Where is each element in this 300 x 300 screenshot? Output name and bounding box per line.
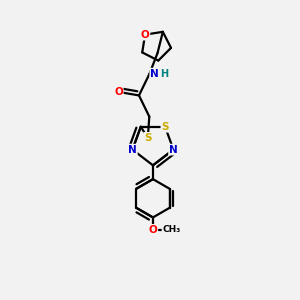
Text: N: N xyxy=(169,145,178,154)
Text: S: S xyxy=(144,133,152,143)
Text: O: O xyxy=(114,87,123,97)
Text: O: O xyxy=(148,225,157,235)
Text: O: O xyxy=(141,30,149,40)
Text: S: S xyxy=(161,122,169,132)
Text: H: H xyxy=(160,69,169,79)
Text: CH₃: CH₃ xyxy=(162,225,181,234)
Text: N: N xyxy=(128,145,137,154)
Text: N: N xyxy=(150,69,159,79)
